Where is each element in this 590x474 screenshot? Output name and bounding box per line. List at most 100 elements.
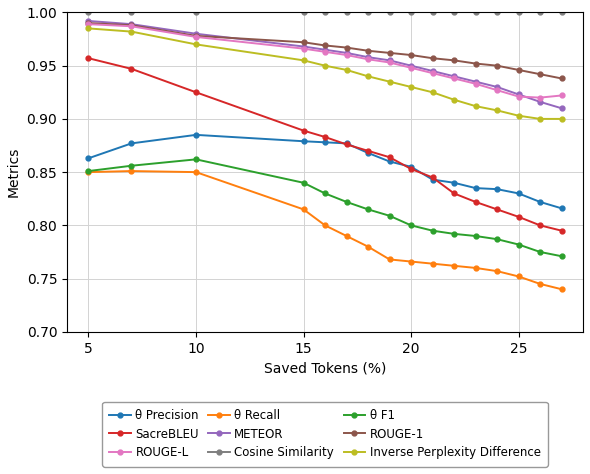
Line: Cosine Similarity: Cosine Similarity — [86, 10, 564, 15]
ROUGE-1 — [408, 52, 415, 58]
Cosine Similarity — [365, 9, 372, 15]
Cosine Similarity — [558, 9, 565, 15]
θ Precision — [429, 177, 436, 182]
ROUGE-L — [493, 87, 500, 93]
METEOR — [386, 57, 393, 63]
Line: ROUGE-L: ROUGE-L — [86, 22, 564, 100]
METEOR — [515, 91, 522, 97]
θ Recall — [429, 261, 436, 266]
METEOR — [85, 18, 92, 24]
Inverse Perplexity Difference — [429, 90, 436, 95]
Line: θ F1: θ F1 — [86, 157, 564, 259]
ROUGE-1 — [128, 22, 135, 28]
θ Precision — [365, 150, 372, 156]
SacreBLEU — [451, 191, 458, 196]
ROUGE-1 — [429, 55, 436, 61]
Line: SacreBLEU: SacreBLEU — [86, 56, 564, 233]
SacreBLEU — [386, 155, 393, 160]
ROUGE-1 — [192, 33, 199, 39]
Inverse Perplexity Difference — [493, 108, 500, 113]
ROUGE-L — [322, 49, 329, 55]
Cosine Similarity — [192, 9, 199, 15]
θ F1 — [536, 249, 543, 255]
ROUGE-1 — [386, 50, 393, 56]
ROUGE-L — [408, 65, 415, 71]
θ Recall — [386, 256, 393, 262]
θ Precision — [85, 155, 92, 161]
θ Recall — [128, 168, 135, 174]
θ F1 — [386, 213, 393, 219]
Cosine Similarity — [300, 9, 307, 15]
θ F1 — [192, 156, 199, 162]
θ Precision — [515, 191, 522, 196]
ROUGE-L — [429, 70, 436, 76]
ROUGE-L — [300, 46, 307, 52]
SacreBLEU — [192, 90, 199, 95]
METEOR — [300, 44, 307, 49]
θ Precision — [472, 185, 479, 191]
θ F1 — [558, 254, 565, 259]
Line: θ Recall: θ Recall — [86, 169, 564, 292]
ROUGE-L — [536, 95, 543, 100]
θ Precision — [343, 140, 350, 146]
ROUGE-1 — [322, 43, 329, 48]
Line: Inverse Perplexity Difference: Inverse Perplexity Difference — [86, 26, 564, 121]
θ Precision — [192, 132, 199, 138]
Line: METEOR: METEOR — [86, 18, 564, 111]
θ F1 — [85, 168, 92, 174]
θ F1 — [429, 228, 436, 234]
ROUGE-1 — [451, 57, 458, 63]
θ Recall — [451, 263, 458, 269]
SacreBLEU — [408, 166, 415, 172]
ROUGE-1 — [472, 61, 479, 66]
SacreBLEU — [472, 199, 479, 205]
θ F1 — [472, 233, 479, 239]
Cosine Similarity — [85, 9, 92, 15]
SacreBLEU — [558, 228, 565, 234]
Cosine Similarity — [322, 9, 329, 15]
Inverse Perplexity Difference — [85, 26, 92, 31]
Cosine Similarity — [493, 9, 500, 15]
θ F1 — [322, 191, 329, 196]
Cosine Similarity — [472, 9, 479, 15]
METEOR — [493, 84, 500, 90]
ROUGE-L — [558, 92, 565, 98]
X-axis label: Saved Tokens (%): Saved Tokens (%) — [264, 361, 386, 375]
METEOR — [128, 21, 135, 27]
Cosine Similarity — [128, 9, 135, 15]
Inverse Perplexity Difference — [536, 116, 543, 122]
ROUGE-L — [85, 21, 92, 27]
METEOR — [429, 68, 436, 74]
Cosine Similarity — [429, 9, 436, 15]
ROUGE-L — [386, 60, 393, 65]
SacreBLEU — [128, 66, 135, 72]
ROUGE-1 — [300, 39, 307, 45]
Cosine Similarity — [536, 9, 543, 15]
ROUGE-L — [515, 94, 522, 100]
ROUGE-1 — [343, 45, 350, 50]
θ Recall — [408, 259, 415, 264]
Cosine Similarity — [386, 9, 393, 15]
θ F1 — [300, 180, 307, 186]
Inverse Perplexity Difference — [472, 103, 479, 109]
Inverse Perplexity Difference — [192, 42, 199, 47]
Inverse Perplexity Difference — [386, 79, 393, 84]
θ Precision — [300, 138, 307, 144]
ROUGE-L — [128, 23, 135, 29]
θ Recall — [322, 222, 329, 228]
Legend: θ Precision, SacreBLEU, ROUGE-L, θ Recall, METEOR, Cosine Similarity, θ F1, ROUG: θ Precision, SacreBLEU, ROUGE-L, θ Recal… — [103, 401, 548, 466]
θ Precision — [558, 205, 565, 211]
θ F1 — [451, 231, 458, 237]
Inverse Perplexity Difference — [365, 73, 372, 79]
Line: ROUGE-1: ROUGE-1 — [86, 21, 564, 81]
θ Recall — [343, 233, 350, 239]
METEOR — [343, 50, 350, 56]
ROUGE-1 — [536, 72, 543, 77]
θ Recall — [536, 281, 543, 287]
Y-axis label: Metrics: Metrics — [7, 147, 21, 197]
Inverse Perplexity Difference — [558, 116, 565, 122]
Inverse Perplexity Difference — [408, 84, 415, 90]
θ Recall — [493, 268, 500, 274]
ROUGE-1 — [365, 48, 372, 54]
METEOR — [192, 31, 199, 36]
